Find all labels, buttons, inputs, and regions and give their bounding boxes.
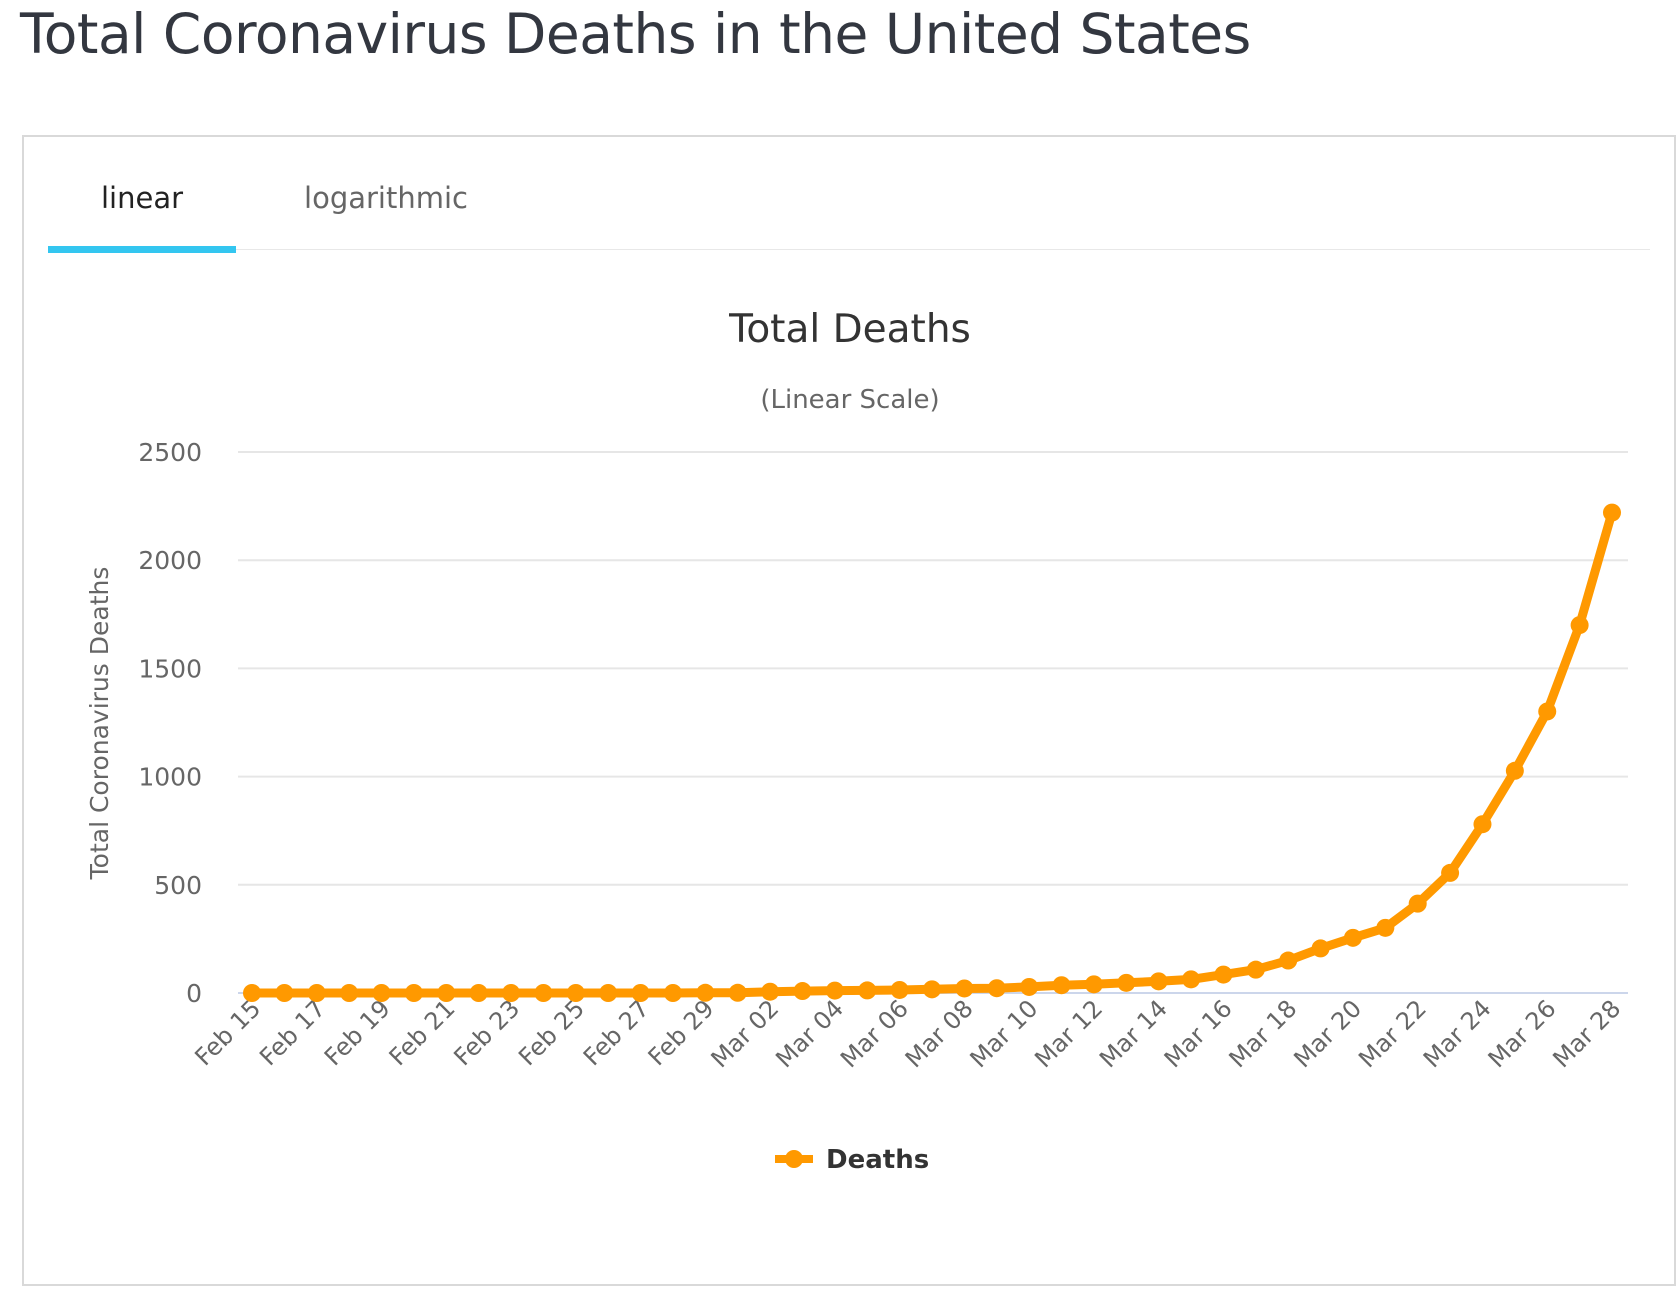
legend[interactable]: Deaths bbox=[775, 1145, 929, 1175]
data-point[interactable] bbox=[243, 984, 261, 1002]
data-point[interactable] bbox=[1246, 960, 1265, 979]
x-tick-label: Feb 23 bbox=[448, 994, 525, 1071]
x-tick-label: Mar 24 bbox=[1418, 994, 1497, 1073]
x-tick-label: Mar 26 bbox=[1483, 994, 1562, 1073]
data-point[interactable] bbox=[534, 984, 553, 1002]
data-point[interactable] bbox=[599, 984, 618, 1002]
x-tick-label: Mar 12 bbox=[1029, 994, 1108, 1073]
x-tick-label: Mar 02 bbox=[706, 994, 785, 1073]
x-tick-label: Mar 10 bbox=[965, 994, 1044, 1073]
data-point[interactable] bbox=[631, 984, 650, 1002]
x-tick-label: Feb 19 bbox=[319, 994, 396, 1071]
data-point[interactable] bbox=[825, 981, 844, 1000]
x-tick-label: Mar 28 bbox=[1547, 994, 1626, 1073]
data-point[interactable] bbox=[1441, 863, 1460, 882]
series-line bbox=[247, 508, 1617, 998]
data-point[interactable] bbox=[1052, 976, 1071, 995]
y-axis-title: Total Coronavirus Deaths bbox=[85, 567, 114, 881]
data-point[interactable] bbox=[728, 983, 747, 1002]
active-tab-indicator bbox=[48, 246, 236, 253]
data-point[interactable] bbox=[923, 980, 941, 999]
data-point[interactable] bbox=[340, 984, 359, 1002]
data-point[interactable] bbox=[663, 984, 682, 1002]
data-point[interactable] bbox=[890, 980, 909, 999]
x-tick-label: Feb 17 bbox=[254, 994, 331, 1071]
x-tick-label: Feb 29 bbox=[643, 994, 720, 1071]
data-point[interactable] bbox=[987, 979, 1006, 998]
data-point[interactable] bbox=[1473, 815, 1492, 834]
data-point[interactable] bbox=[1570, 616, 1589, 635]
tab-linear[interactable]: linear bbox=[100, 181, 184, 215]
y-tick-label: 2000 bbox=[138, 546, 202, 575]
data-point[interactable] bbox=[696, 983, 715, 1002]
x-tick-label: Mar 04 bbox=[770, 994, 849, 1073]
x-tick-label: Mar 14 bbox=[1094, 994, 1173, 1073]
data-point[interactable] bbox=[1408, 894, 1427, 913]
x-tick-label: Mar 06 bbox=[835, 994, 914, 1073]
y-axis-labels: 0 500 1000 1500 2000 2500 bbox=[138, 438, 202, 1008]
x-tick-label: Mar 16 bbox=[1159, 994, 1238, 1073]
data-point[interactable] bbox=[1505, 761, 1524, 780]
chart-title: Total Deaths bbox=[728, 307, 971, 352]
scale-tabs: linear logarithmic bbox=[48, 165, 1650, 253]
data-point[interactable] bbox=[1084, 975, 1103, 994]
data-point[interactable] bbox=[372, 984, 391, 1002]
data-point[interactable] bbox=[1376, 918, 1395, 937]
legend-label: Deaths bbox=[826, 1145, 929, 1175]
data-point[interactable] bbox=[1343, 928, 1362, 947]
y-tick-label: 2500 bbox=[138, 438, 202, 467]
data-point[interactable] bbox=[1182, 970, 1201, 989]
y-tick-label: 0 bbox=[186, 979, 202, 1008]
data-point[interactable] bbox=[955, 979, 974, 998]
data-point[interactable] bbox=[437, 984, 456, 1002]
data-point[interactable] bbox=[1311, 939, 1330, 958]
data-point[interactable] bbox=[404, 984, 423, 1002]
chart-panel: linear logarithmic bbox=[22, 135, 1676, 1286]
data-point[interactable] bbox=[1214, 965, 1233, 984]
page-title: Total Coronavirus Deaths in the United S… bbox=[20, 2, 1251, 66]
x-tick-label: Feb 21 bbox=[384, 994, 461, 1071]
x-tick-label: Mar 22 bbox=[1353, 994, 1432, 1073]
data-point[interactable] bbox=[502, 984, 521, 1002]
x-tick-label: Feb 27 bbox=[578, 994, 655, 1071]
data-point[interactable] bbox=[307, 984, 326, 1002]
data-point[interactable] bbox=[469, 984, 488, 1002]
series-deaths bbox=[243, 503, 1621, 1002]
data-point[interactable] bbox=[793, 982, 812, 1001]
data-point[interactable] bbox=[1603, 503, 1621, 522]
y-tick-label: 1500 bbox=[138, 654, 202, 683]
data-point[interactable] bbox=[1538, 702, 1557, 721]
x-tick-label: Mar 20 bbox=[1288, 994, 1367, 1073]
legend-marker-icon bbox=[785, 1150, 803, 1168]
x-tick-label: Feb 25 bbox=[513, 994, 590, 1071]
data-point[interactable] bbox=[858, 981, 877, 1000]
x-tick-label: Mar 18 bbox=[1224, 994, 1303, 1073]
data-point[interactable] bbox=[566, 984, 585, 1002]
y-tick-label: 500 bbox=[154, 871, 202, 900]
x-tick-label: Mar 08 bbox=[900, 994, 979, 1073]
data-point[interactable] bbox=[1020, 977, 1039, 996]
data-point[interactable] bbox=[761, 982, 780, 1001]
y-tick-label: 1000 bbox=[138, 763, 202, 792]
data-point[interactable] bbox=[1117, 973, 1136, 992]
data-point[interactable] bbox=[1279, 951, 1298, 970]
data-point[interactable] bbox=[1149, 972, 1168, 991]
chart-subtitle: (Linear Scale) bbox=[760, 385, 939, 415]
data-point[interactable] bbox=[275, 984, 294, 1002]
tab-logarithmic[interactable]: logarithmic bbox=[304, 181, 468, 215]
